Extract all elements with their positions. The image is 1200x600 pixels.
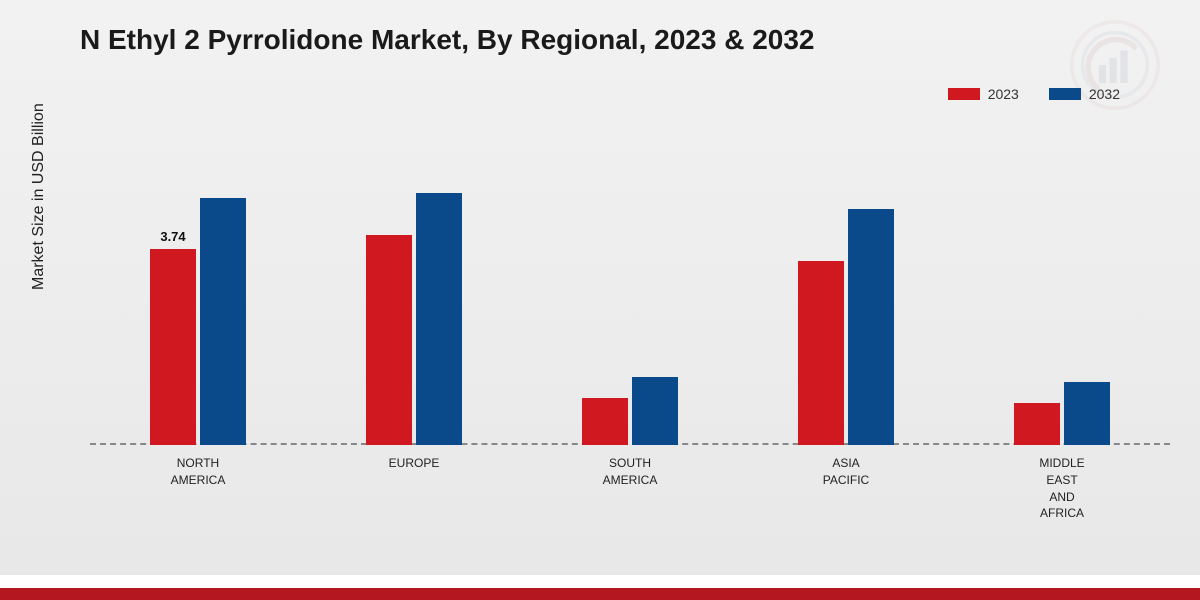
legend-item-2023: 2023 [948, 86, 1019, 102]
bar-value-label: 3.74 [160, 229, 185, 244]
legend-label-2032: 2032 [1089, 86, 1120, 102]
x-axis-label: NORTH AMERICA [150, 455, 246, 522]
bar-group [366, 193, 462, 445]
x-axis-label: SOUTH AMERICA [582, 455, 678, 522]
bar-2032 [848, 209, 894, 445]
legend-label-2023: 2023 [988, 86, 1019, 102]
plot-area: 3.74 [90, 130, 1170, 445]
bar-2023: 3.74 [150, 249, 196, 445]
legend-swatch-2032 [1049, 88, 1081, 100]
bar-2023 [582, 398, 628, 445]
bar-2023 [798, 261, 844, 445]
bar-2032 [632, 377, 678, 445]
bar-groups: 3.74 [90, 130, 1170, 445]
legend-item-2032: 2032 [1049, 86, 1120, 102]
y-axis-label: Market Size in USD Billion [30, 103, 48, 290]
x-axis-label: MIDDLE EAST AND AFRICA [1014, 455, 1110, 522]
legend: 2023 2032 [948, 86, 1120, 102]
bar-2032 [1064, 382, 1110, 445]
bar-2023 [366, 235, 412, 445]
chart-container: N Ethyl 2 Pyrrolidone Market, By Regiona… [0, 0, 1200, 575]
x-axis-label: EUROPE [366, 455, 462, 522]
bottom-bar [0, 588, 1200, 600]
x-axis-labels: NORTH AMERICA EUROPE SOUTH AMERICA ASIA PAC… [90, 455, 1170, 522]
legend-swatch-2023 [948, 88, 980, 100]
bar-2032 [416, 193, 462, 445]
x-axis-label: ASIA PACIFIC [798, 455, 894, 522]
bar-2032 [200, 198, 246, 445]
bar-group: 3.74 [150, 198, 246, 445]
bar-2023 [1014, 403, 1060, 445]
chart-title: N Ethyl 2 Pyrrolidone Market, By Regiona… [80, 24, 815, 56]
bar-group [1014, 382, 1110, 445]
bar-group [798, 209, 894, 445]
bar-group [582, 377, 678, 445]
